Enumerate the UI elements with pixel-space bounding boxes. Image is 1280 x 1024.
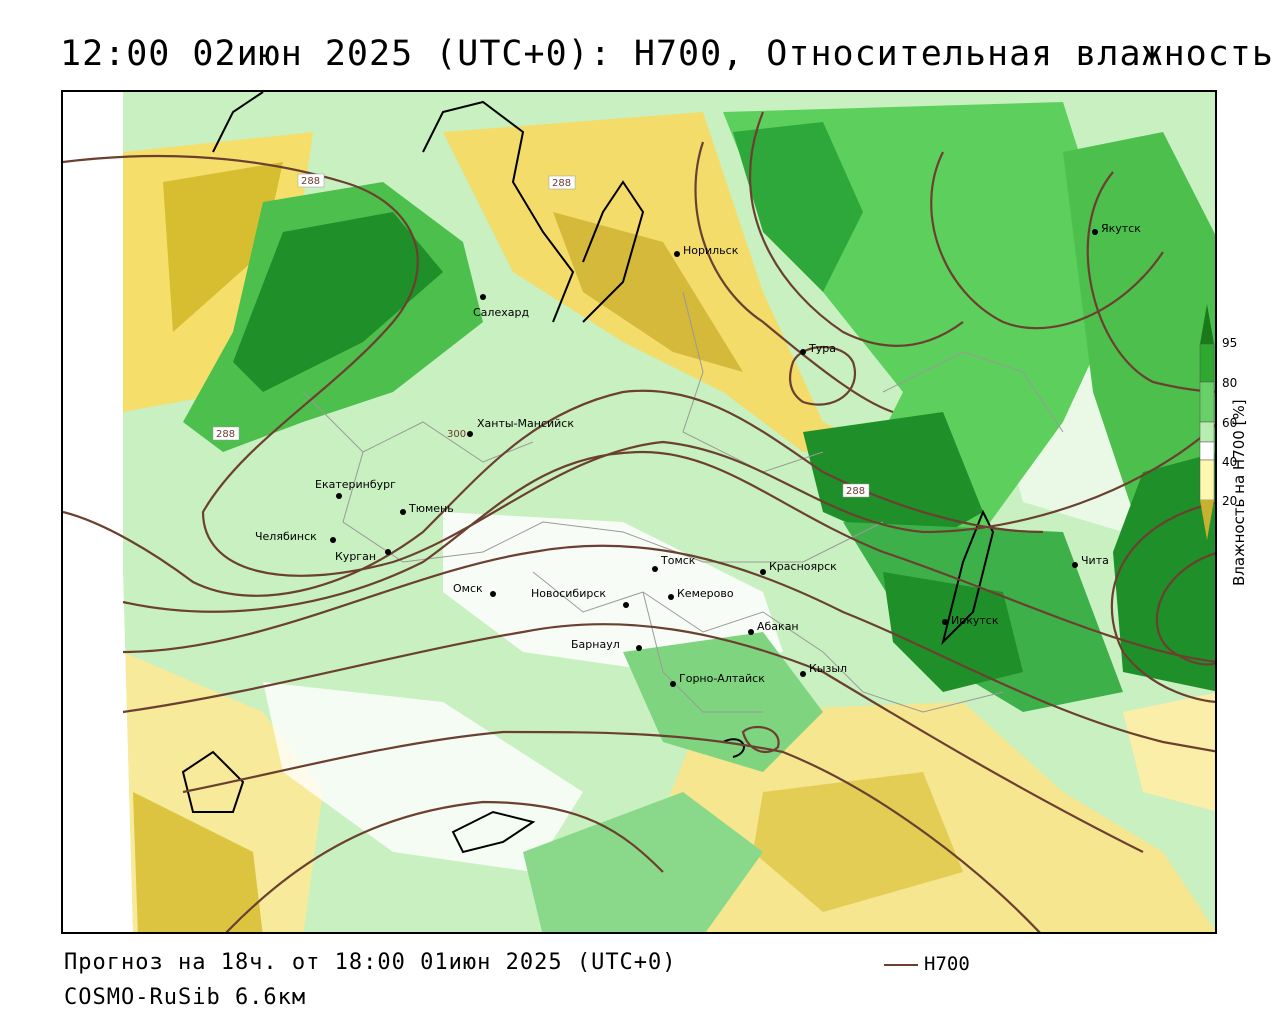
city-barnaul: Барнаул — [571, 638, 620, 651]
city-kemerovo: Кемерово — [677, 587, 734, 600]
city-tomsk: Томск — [660, 554, 696, 567]
city-krasnoyarsk: Красноярск — [769, 560, 837, 573]
isoline-label: 288 — [216, 429, 235, 440]
isoline-labels: 288 288 288 288 300 — [212, 173, 870, 498]
humidity-colorbar — [1199, 304, 1215, 540]
isoline-label: 288 — [301, 176, 320, 187]
city-tura: Тура — [808, 342, 836, 355]
city-omsk: Омск — [453, 582, 483, 595]
city-salekhard: Салехард — [473, 306, 529, 319]
colorbar-tick: 20 — [1222, 494, 1238, 508]
humidity-map: 288 288 288 288 300 Норильск Якутск Сале… — [63, 92, 1215, 932]
city-kurgan: Курган — [335, 550, 376, 563]
isoline-legend-swatch — [884, 964, 918, 966]
city-yekaterinburg: Екатеринбург — [315, 478, 396, 491]
city-irkutsk: Иркутск — [951, 614, 999, 627]
isoline-label: 288 — [846, 486, 865, 497]
forecast-info: Прогноз на 18ч. от 18:00 01июн 2025 (UTC… — [64, 950, 677, 975]
isoline-label: 288 — [552, 178, 571, 189]
city-yakutsk: Якутск — [1101, 222, 1141, 235]
city-norilsk: Норильск — [683, 244, 739, 257]
city-novosibirsk: Новосибирск — [531, 587, 606, 600]
colorbar-tick: 95 — [1222, 336, 1238, 350]
isoline-label: 300 — [447, 429, 466, 440]
humidity-field — [63, 92, 1215, 932]
admin-borders — [302, 291, 1064, 713]
city-tyumen: Тюмень — [408, 502, 454, 515]
colorbar-tick: 40 — [1222, 455, 1238, 469]
city-kyzyl: Кызыл — [809, 662, 847, 675]
city-khanty-mansiysk: Ханты-Мансийск — [477, 417, 574, 430]
model-name: COSMO-RuSib 6.6км — [64, 985, 307, 1010]
colorbar-tick: 60 — [1222, 416, 1238, 430]
city-markers: Норильск Якутск Салехард Тура Ханты-Манс… — [255, 222, 1141, 687]
city-chelyabinsk: Челябинск — [255, 530, 317, 543]
city-gorno-altaysk: Горно-Алтайск — [679, 672, 765, 685]
h700-isolines — [63, 111, 1215, 932]
page-title: 12:00 02июн 2025 (UTC+0): H700, Относите… — [60, 34, 1274, 74]
map-area[interactable]: 288 288 288 288 300 Норильск Якутск Сале… — [61, 90, 1217, 934]
colorbar-tick: 80 — [1222, 376, 1238, 390]
city-chita: Чита — [1081, 554, 1109, 567]
isoline-legend-label: H700 — [924, 953, 970, 975]
colorbar-title: Влажность на H700 [%] — [1230, 399, 1248, 586]
city-abakan: Абакан — [757, 620, 799, 633]
